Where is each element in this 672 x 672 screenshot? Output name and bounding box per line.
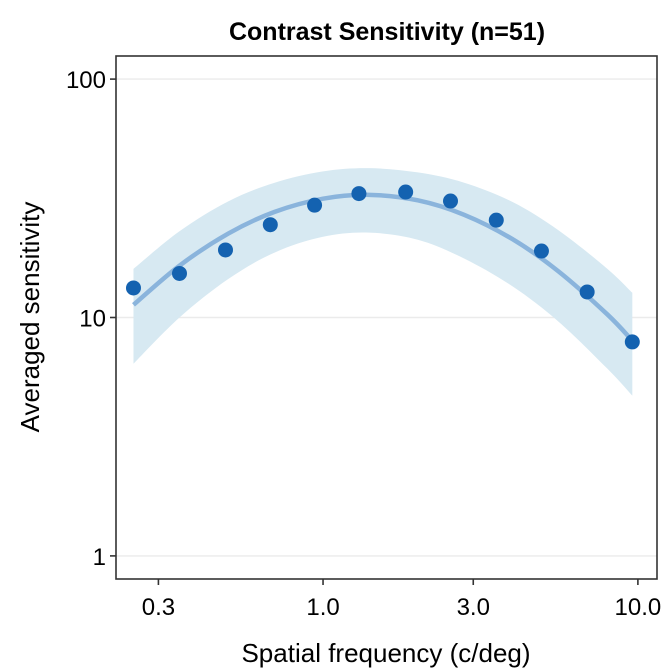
x-tick-label: 3.0 xyxy=(457,594,490,621)
data-points-layer xyxy=(125,184,640,350)
x-tick-label: 0.3 xyxy=(142,594,175,621)
y-axis: 1 10 100 xyxy=(66,67,116,571)
y-tick-label: 100 xyxy=(66,67,106,94)
data-point xyxy=(533,243,549,259)
chart-title: Contrast Sensitivity (n=51) xyxy=(229,18,545,46)
data-point xyxy=(262,217,278,233)
y-tick-label: 1 xyxy=(93,544,106,571)
x-tick-label: 10.0 xyxy=(615,594,662,621)
data-point xyxy=(398,184,414,200)
confidence-band-layer xyxy=(133,168,633,396)
fitted-curve xyxy=(132,192,634,343)
data-point xyxy=(443,193,459,209)
data-point xyxy=(125,280,141,296)
data-point xyxy=(579,284,595,300)
data-point xyxy=(307,197,323,213)
data-point xyxy=(217,242,233,258)
data-point xyxy=(171,265,187,281)
y-tick-label: 10 xyxy=(79,306,106,333)
y-axis-title: Averaged sensitivity xyxy=(15,202,45,433)
confidence-band xyxy=(133,168,633,396)
data-point xyxy=(488,212,504,228)
x-axis-title: Spatial frequency (c/deg) xyxy=(241,638,530,668)
x-axis: 0.3 1.0 3.0 10.0 xyxy=(142,579,662,621)
fitted-curve-layer xyxy=(132,192,634,343)
data-point xyxy=(624,334,640,350)
x-tick-label: 1.0 xyxy=(306,594,339,621)
data-point xyxy=(351,186,367,202)
